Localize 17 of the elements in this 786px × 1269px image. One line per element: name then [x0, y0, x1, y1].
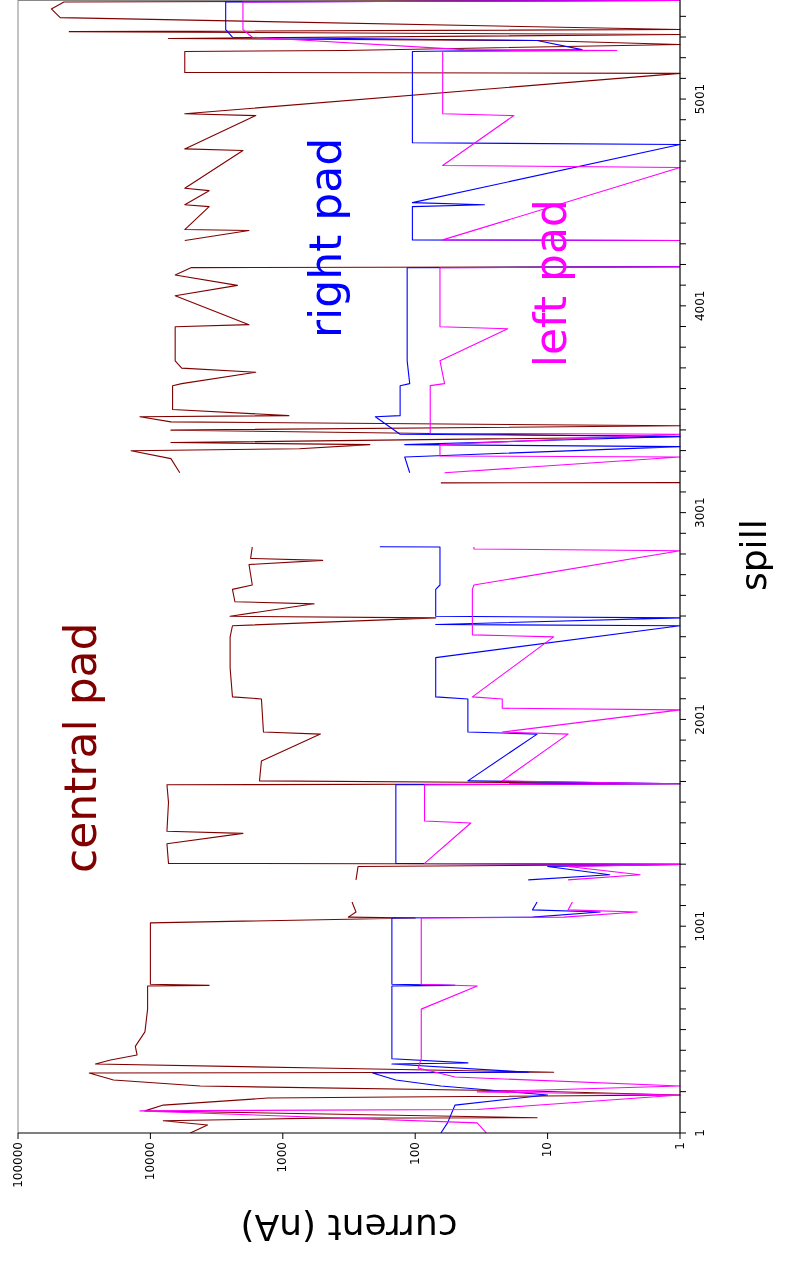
- x-axis-title: current (nA): [240, 1207, 458, 1248]
- x-tick-label: 100000: [10, 1142, 25, 1188]
- y-tick-label: 4001: [692, 290, 707, 322]
- x-tick-label: 1000: [275, 1142, 290, 1173]
- y-tick-label: 1: [692, 1129, 707, 1137]
- text: left pad: [525, 199, 577, 368]
- x-tick-label: 100: [407, 1142, 422, 1165]
- text: central pad: [55, 622, 107, 874]
- y-axis-title: spill: [733, 519, 774, 591]
- y-tick-label: 5001: [692, 83, 707, 115]
- x-tick-label: 10: [540, 1142, 555, 1158]
- text: right pad: [300, 137, 352, 339]
- x-tick-label: 10000: [142, 1142, 157, 1181]
- y-tick-label: 3001: [692, 497, 707, 528]
- y-tick-label: 1001: [692, 910, 707, 942]
- y-tick-label: 2001: [692, 704, 707, 735]
- x-tick-label: 1: [672, 1142, 687, 1150]
